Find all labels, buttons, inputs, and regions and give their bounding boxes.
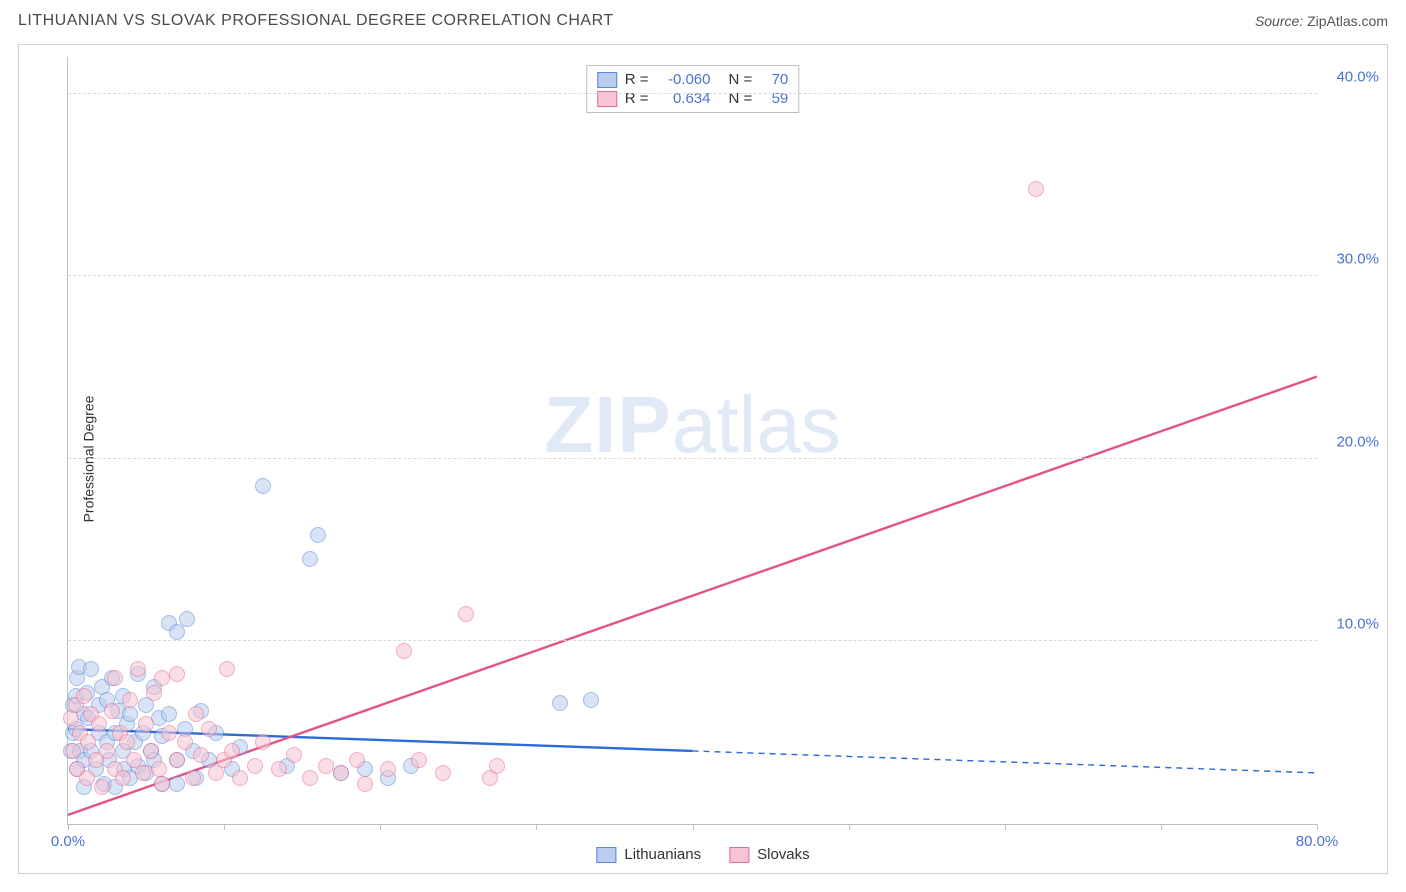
data-point: [146, 685, 162, 701]
data-point: [286, 747, 302, 763]
x-tick-label: 0.0%: [51, 833, 85, 850]
legend-item: Lithuanians: [596, 846, 701, 863]
legend-swatch: [597, 72, 617, 88]
data-point: [193, 747, 209, 763]
data-point: [396, 643, 412, 659]
data-point: [143, 743, 159, 759]
data-point: [80, 734, 96, 750]
data-point: [219, 661, 235, 677]
stats-r-label: R =: [625, 71, 649, 88]
stats-r-value: -0.060: [657, 71, 711, 88]
x-tick: [1005, 824, 1006, 830]
data-point: [154, 776, 170, 792]
data-point: [161, 725, 177, 741]
data-point: [122, 692, 138, 708]
x-tick: [849, 824, 850, 830]
stats-n-label: N =: [729, 71, 753, 88]
data-point: [201, 721, 217, 737]
data-point: [255, 478, 271, 494]
data-point: [552, 695, 568, 711]
chart-title: LITHUANIAN VS SLOVAK PROFESSIONAL DEGREE…: [18, 12, 614, 30]
data-point: [1028, 181, 1044, 197]
legend-swatch: [596, 847, 616, 863]
plot-area: ZIPatlas R =-0.060N =70R =0.634N =59 10.…: [67, 57, 1317, 825]
data-point: [161, 706, 177, 722]
data-point: [65, 743, 81, 759]
x-tick-label: 80.0%: [1296, 833, 1339, 850]
gridline: [68, 458, 1317, 459]
data-point: [135, 765, 151, 781]
stats-n-value: 70: [760, 71, 788, 88]
source-label: Source:: [1255, 13, 1303, 29]
x-tick: [693, 824, 694, 830]
data-point: [169, 666, 185, 682]
data-point: [185, 770, 201, 786]
x-tick: [536, 824, 537, 830]
gridline: [68, 93, 1317, 94]
data-point: [91, 716, 107, 732]
data-point: [104, 703, 120, 719]
data-point: [247, 758, 263, 774]
data-point: [435, 765, 451, 781]
series-legend: Lithuanians Slovaks: [596, 846, 809, 863]
y-tick-label: 30.0%: [1336, 251, 1379, 268]
x-tick: [224, 824, 225, 830]
y-tick-label: 40.0%: [1336, 68, 1379, 85]
data-point: [411, 752, 427, 768]
x-tick: [68, 824, 69, 830]
data-point: [138, 716, 154, 732]
watermark-atlas: atlas: [672, 380, 841, 469]
data-point: [94, 779, 110, 795]
data-point: [318, 758, 334, 774]
data-point: [380, 761, 396, 777]
legend-swatch: [729, 847, 749, 863]
trend-lines: [68, 57, 1317, 824]
y-tick-label: 10.0%: [1336, 616, 1379, 633]
y-tick-label: 20.0%: [1336, 433, 1379, 450]
data-point: [224, 743, 240, 759]
data-point: [349, 752, 365, 768]
stats-row: R = -0.060 N = 70: [597, 70, 789, 89]
legend-label: Lithuanians: [624, 846, 701, 863]
chart-container: Professional Degree ZIPatlas R =-0.060N …: [18, 44, 1388, 874]
data-point: [179, 611, 195, 627]
stats-legend-box: R =-0.060N =70R =0.634N =59: [586, 65, 800, 113]
data-point: [310, 527, 326, 543]
data-point: [154, 670, 170, 686]
x-tick: [1317, 824, 1318, 830]
data-point: [83, 661, 99, 677]
data-point: [302, 551, 318, 567]
data-point: [489, 758, 505, 774]
data-point: [115, 770, 131, 786]
data-point: [99, 743, 115, 759]
source-name: ZipAtlas.com: [1307, 13, 1388, 29]
data-point: [169, 776, 185, 792]
data-point: [169, 752, 185, 768]
data-point: [232, 770, 248, 786]
data-point: [188, 706, 204, 722]
data-point: [255, 734, 271, 750]
data-point: [583, 692, 599, 708]
watermark-zip: ZIP: [544, 380, 671, 469]
data-point: [119, 734, 135, 750]
gridline: [68, 275, 1317, 276]
x-tick: [380, 824, 381, 830]
data-point: [76, 688, 92, 704]
data-point: [302, 770, 318, 786]
x-tick: [1161, 824, 1162, 830]
data-point: [79, 770, 95, 786]
data-point: [151, 761, 167, 777]
data-point: [357, 776, 373, 792]
data-point: [458, 606, 474, 622]
gridline: [68, 640, 1317, 641]
data-point: [107, 670, 123, 686]
source-attribution: Source: ZipAtlas.com: [1255, 13, 1388, 29]
data-point: [130, 661, 146, 677]
data-point: [177, 734, 193, 750]
legend-label: Slovaks: [757, 846, 810, 863]
data-point: [271, 761, 287, 777]
data-point: [333, 765, 349, 781]
data-point: [122, 706, 138, 722]
legend-item: Slovaks: [729, 846, 810, 863]
